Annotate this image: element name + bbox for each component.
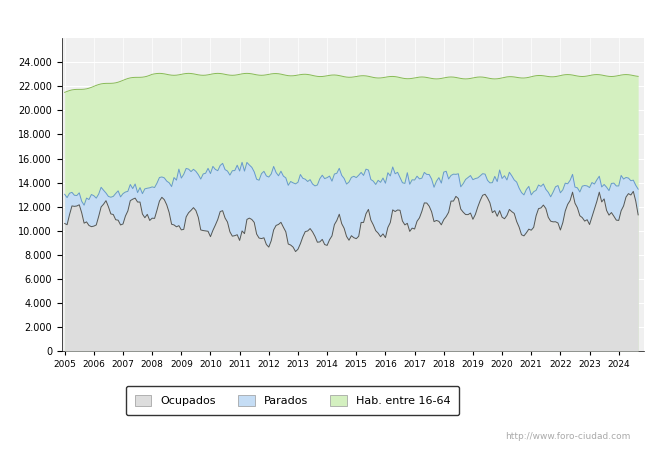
Text: http://www.foro-ciudad.com: http://www.foro-ciudad.com [505,432,630,441]
Text: Cieza - Evolucion de la poblacion en edad de Trabajar Septiembre de 2024: Cieza - Evolucion de la poblacion en eda… [66,11,584,26]
Legend: Ocupados, Parados, Hab. entre 16-64: Ocupados, Parados, Hab. entre 16-64 [126,386,459,415]
